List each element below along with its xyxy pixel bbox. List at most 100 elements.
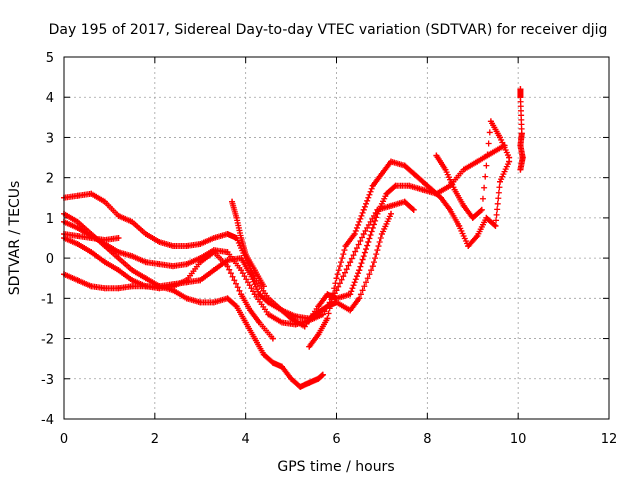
data-point	[279, 307, 285, 314]
y-tick-label: -2	[41, 333, 54, 348]
x-tick-label: 0	[60, 432, 68, 447]
data-point	[115, 235, 122, 241]
data-point	[306, 343, 313, 350]
data-point	[156, 285, 163, 292]
data-point	[115, 267, 122, 274]
data-point	[483, 214, 490, 221]
data-point	[210, 249, 217, 256]
data-point	[197, 299, 204, 306]
data-point	[447, 206, 454, 213]
data-point	[324, 291, 331, 298]
data-point	[129, 283, 136, 290]
data-point	[183, 295, 190, 302]
series-track-1	[61, 142, 508, 330]
y-tick-label: 4	[46, 91, 54, 106]
y-tick-label: -3	[41, 373, 54, 388]
data-point	[347, 291, 354, 298]
data-point	[419, 178, 426, 185]
data-point	[101, 198, 108, 205]
data-point	[269, 359, 276, 366]
data-point	[437, 194, 444, 201]
data-point	[224, 257, 231, 264]
y-tick-label: 3	[46, 131, 54, 146]
data-point	[156, 261, 163, 268]
data-point	[210, 299, 217, 306]
data-point	[142, 283, 149, 290]
data-point	[378, 230, 385, 237]
data-point	[433, 152, 440, 159]
data-point	[88, 190, 95, 197]
data-point	[129, 218, 136, 225]
data-point	[183, 261, 190, 268]
data-point	[260, 283, 267, 290]
data-point	[410, 206, 417, 213]
y-tick-label: -4	[41, 413, 54, 428]
x-tick-labels: 0 2 4 6 8 10 12	[60, 432, 617, 447]
x-tick-label: 10	[510, 432, 527, 447]
y-tick-label: 0	[46, 252, 54, 267]
data-point	[74, 277, 81, 284]
data-point	[347, 307, 354, 314]
data-point	[315, 303, 322, 310]
data-point	[170, 283, 176, 290]
plot-frame	[63, 56, 610, 420]
data-point	[233, 303, 240, 310]
data-point	[351, 230, 358, 237]
data-point	[419, 186, 426, 193]
data-point	[238, 291, 245, 298]
data-point	[197, 241, 204, 248]
data-point	[487, 118, 494, 125]
y-tick-label: -1	[41, 292, 54, 307]
data-point	[229, 198, 236, 205]
data-point	[288, 375, 295, 382]
data-point	[279, 319, 285, 326]
data-point	[469, 214, 476, 221]
data-point	[306, 379, 313, 386]
x-tick-label: 4	[242, 432, 250, 447]
data-point	[210, 235, 217, 241]
data-point	[315, 375, 322, 382]
data-point	[428, 186, 435, 193]
data-point	[74, 241, 81, 248]
data-point	[224, 249, 231, 256]
data-point	[451, 186, 458, 193]
data-point	[256, 291, 263, 298]
data-point	[183, 277, 190, 284]
data-point	[460, 202, 467, 209]
data-point	[456, 222, 463, 229]
data-point	[74, 218, 81, 225]
data-point	[251, 267, 258, 274]
data-point	[388, 202, 394, 209]
data-point	[319, 371, 326, 378]
marker-trace	[61, 210, 326, 390]
data-point	[319, 311, 326, 318]
data-point	[88, 283, 95, 290]
y-tick-label: 5	[46, 51, 54, 66]
data-point	[101, 259, 108, 266]
data-point	[487, 150, 494, 157]
data-point	[410, 170, 417, 177]
data-point	[210, 267, 217, 274]
data-point	[517, 142, 524, 149]
data-point	[369, 263, 376, 270]
data-point	[518, 130, 525, 137]
data-point	[292, 321, 299, 328]
data-point	[369, 182, 376, 189]
data-point	[492, 222, 499, 229]
data-point	[378, 170, 385, 177]
data-point	[265, 311, 272, 318]
data-point	[256, 319, 263, 326]
data-point	[442, 166, 449, 173]
data-point	[360, 206, 367, 213]
data-point	[269, 335, 276, 342]
x-tick-label: 12	[601, 432, 618, 447]
data-point	[242, 319, 249, 326]
series-track-7	[306, 158, 513, 350]
data-point	[129, 267, 136, 274]
data-point	[474, 158, 481, 165]
data-point	[170, 243, 176, 250]
data-point	[74, 232, 81, 239]
data-point	[197, 277, 204, 284]
data-point	[242, 251, 249, 258]
